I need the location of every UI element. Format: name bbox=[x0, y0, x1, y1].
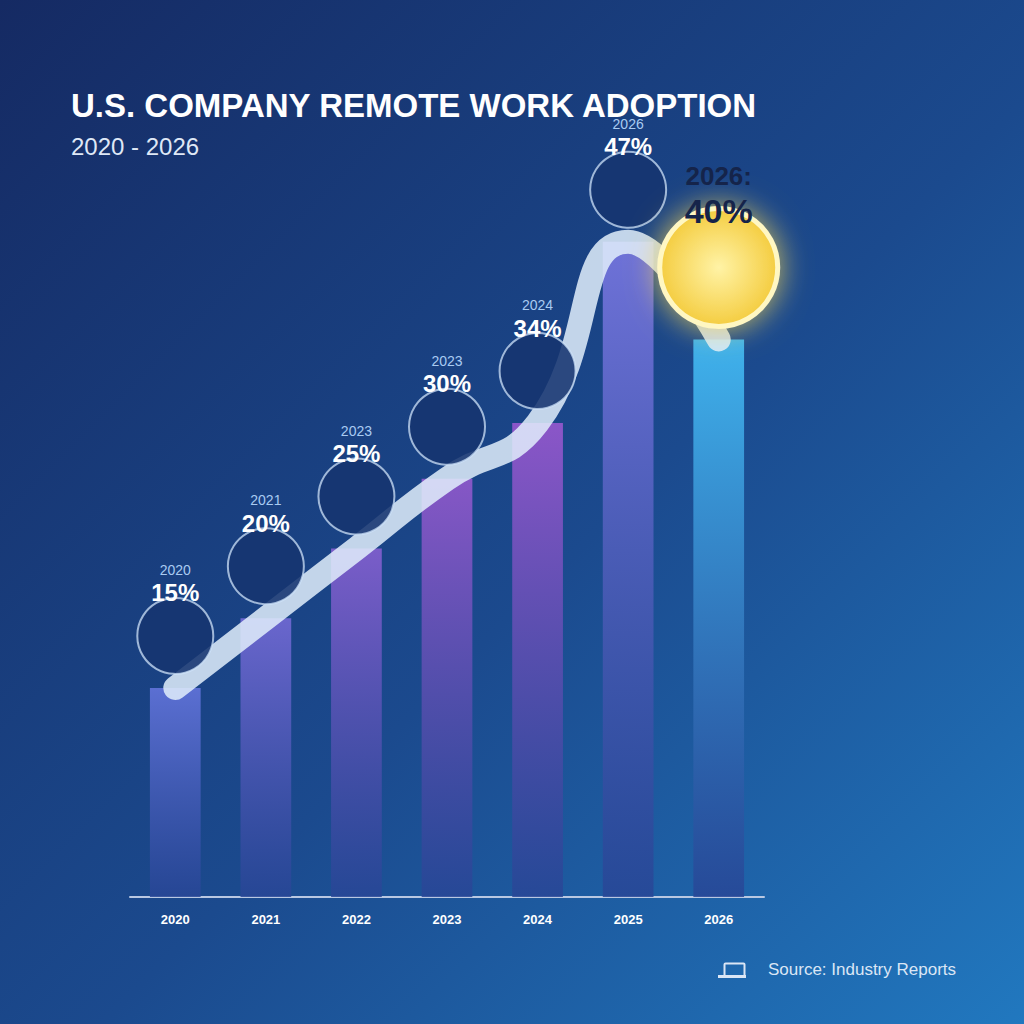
svg-text:2020 - 2026: 2020 - 2026 bbox=[71, 133, 199, 160]
svg-text:U.S. COMPANY REMOTE WORK ADOPT: U.S. COMPANY REMOTE WORK ADOPTION bbox=[71, 87, 756, 124]
svg-text:2026: 2026 bbox=[704, 912, 733, 927]
svg-text:47%: 47% bbox=[604, 133, 652, 160]
svg-text:15%: 15% bbox=[151, 579, 199, 606]
svg-text:2026:: 2026: bbox=[685, 161, 752, 191]
svg-text:2023: 2023 bbox=[431, 353, 462, 369]
svg-text:Source: Industry Reports: Source: Industry Reports bbox=[768, 960, 956, 979]
svg-text:40%: 40% bbox=[685, 192, 753, 230]
svg-text:2020: 2020 bbox=[161, 912, 190, 927]
svg-text:34%: 34% bbox=[514, 315, 562, 342]
svg-text:2021: 2021 bbox=[251, 912, 280, 927]
svg-text:2024: 2024 bbox=[522, 297, 553, 313]
svg-text:2023: 2023 bbox=[433, 912, 462, 927]
svg-text:20%: 20% bbox=[242, 510, 290, 537]
svg-text:2021: 2021 bbox=[250, 492, 281, 508]
svg-text:2025: 2025 bbox=[614, 912, 643, 927]
svg-text:25%: 25% bbox=[332, 440, 380, 467]
svg-text:2023: 2023 bbox=[341, 423, 372, 439]
svg-text:30%: 30% bbox=[423, 370, 471, 397]
svg-text:2022: 2022 bbox=[342, 912, 371, 927]
svg-text:2020: 2020 bbox=[160, 562, 191, 578]
svg-text:2024: 2024 bbox=[523, 912, 553, 927]
